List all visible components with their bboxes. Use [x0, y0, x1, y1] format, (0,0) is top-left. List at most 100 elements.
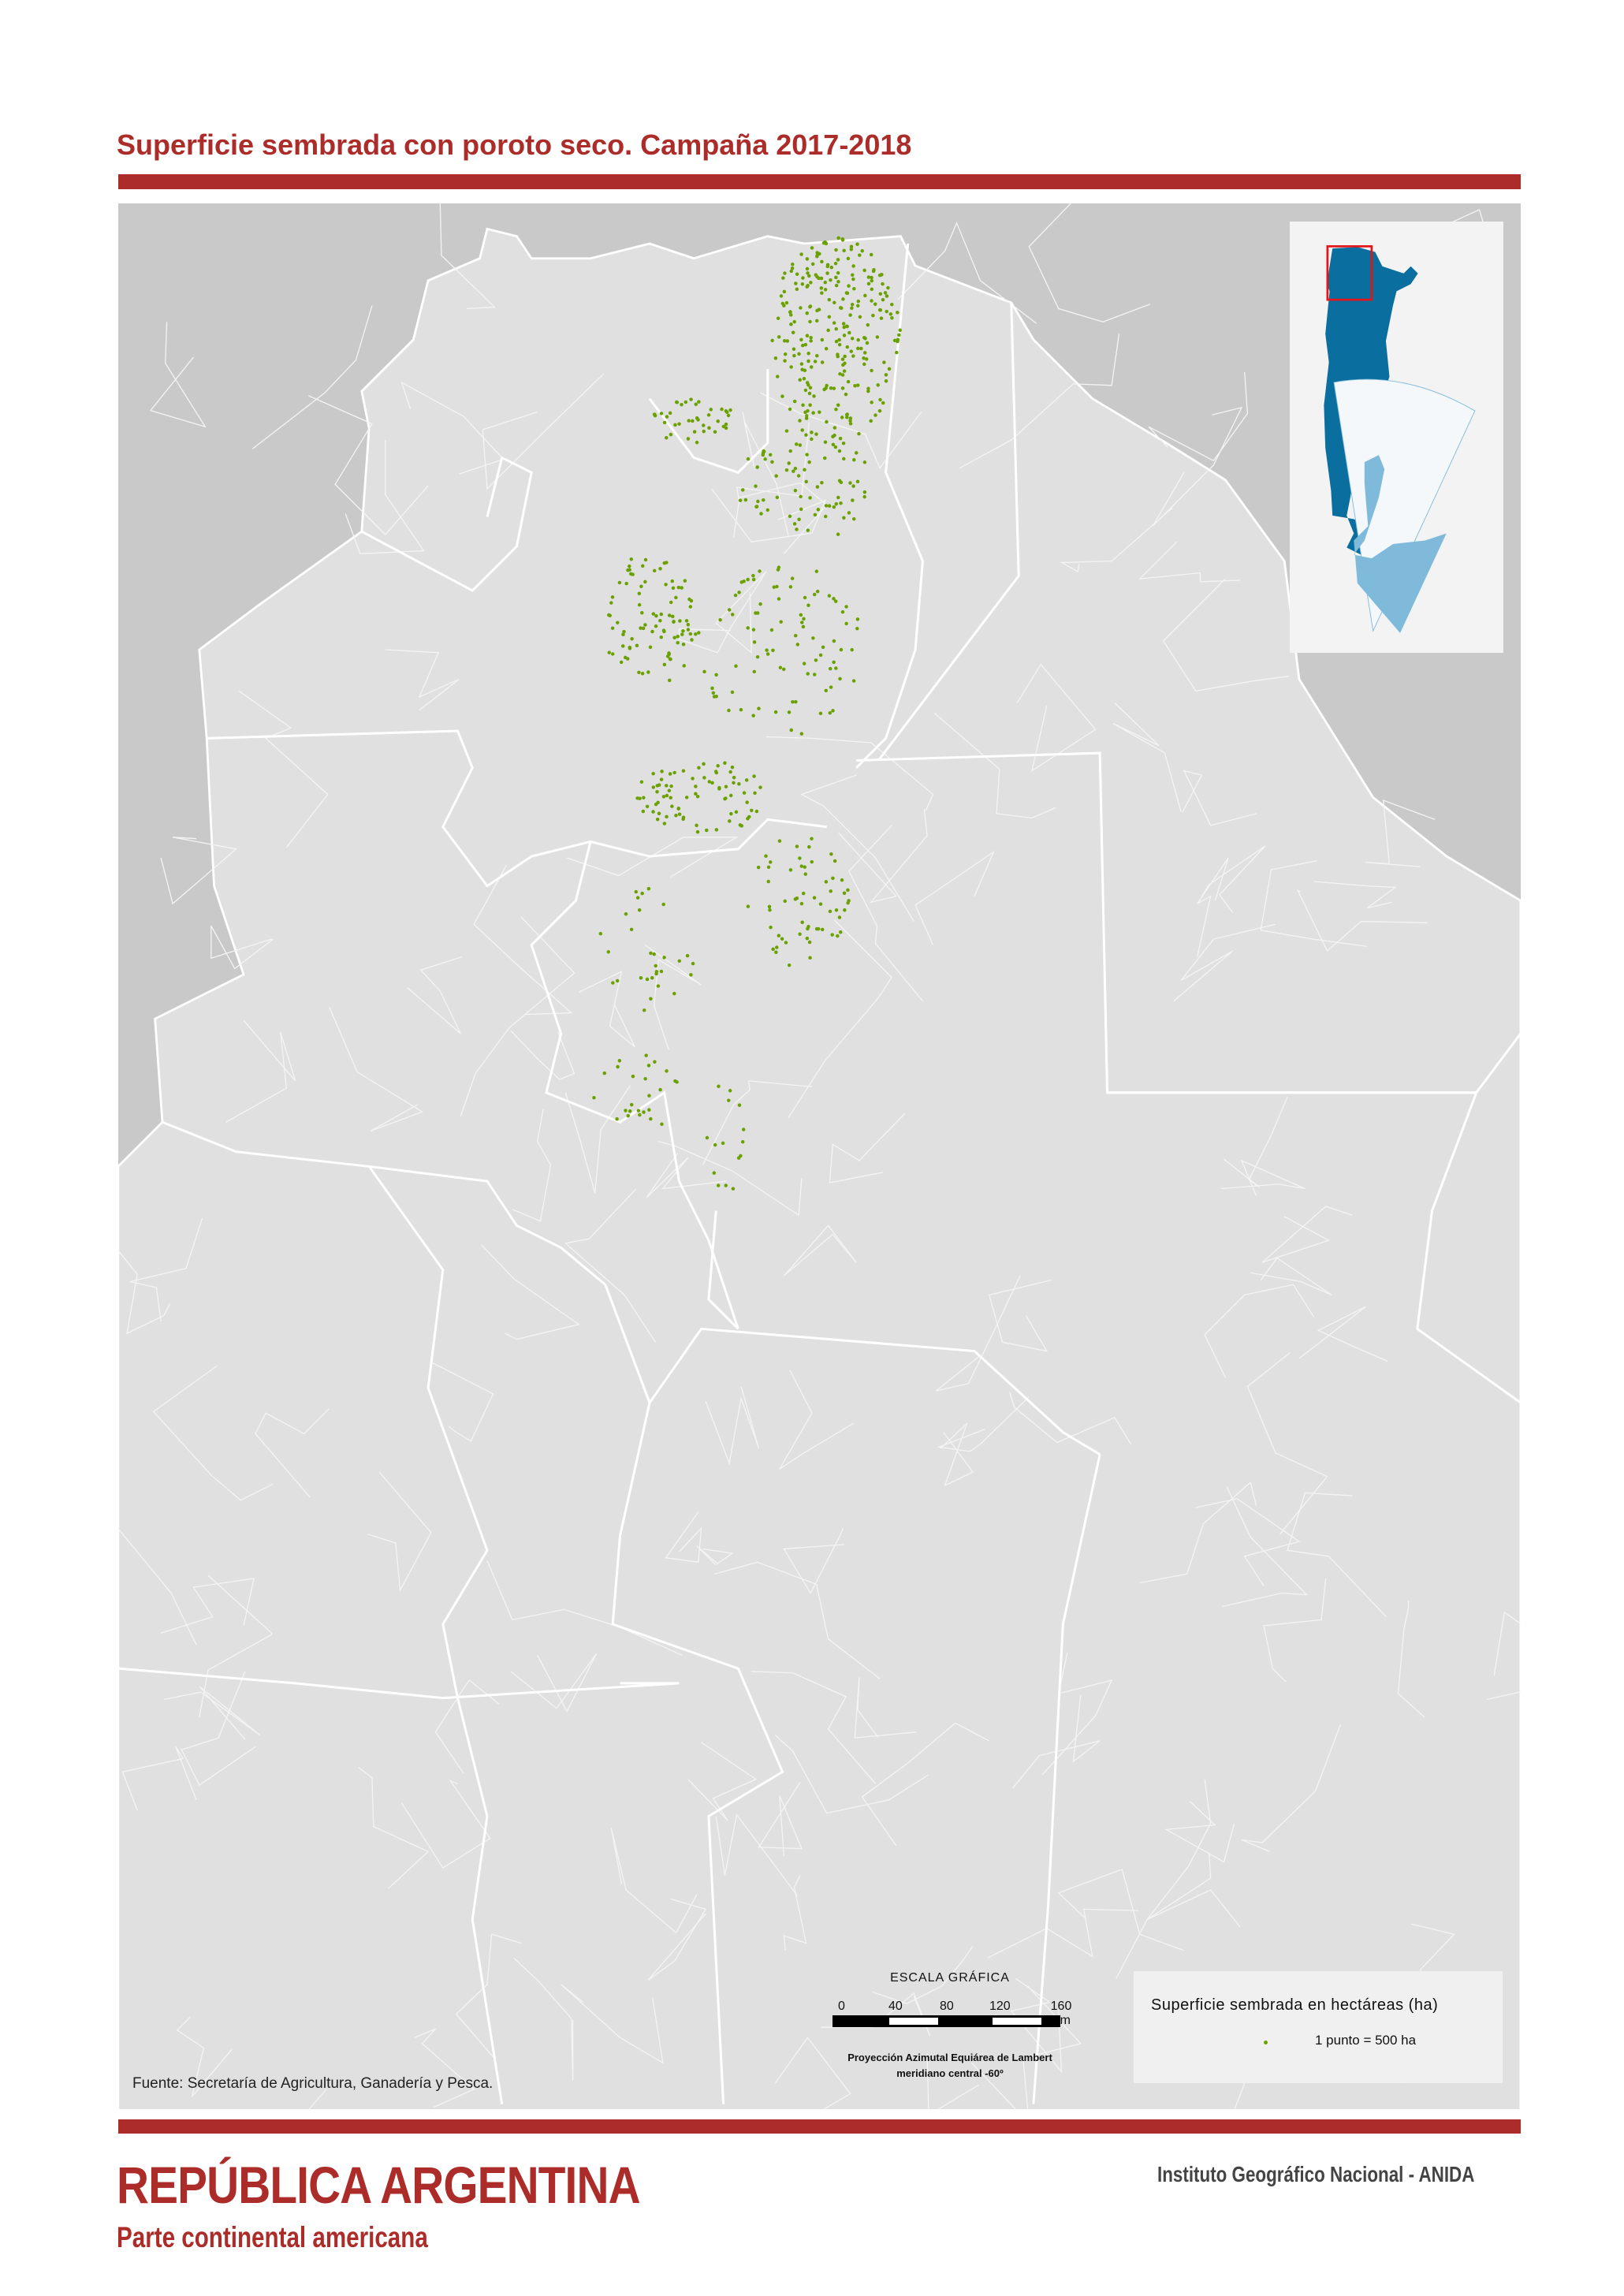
bean-dot	[807, 460, 811, 464]
bean-dot	[818, 711, 823, 716]
bean-dot	[669, 600, 673, 605]
bean-dot	[898, 328, 902, 333]
department-border	[1182, 770, 1257, 826]
bean-dot	[799, 613, 803, 617]
department-border	[564, 1188, 657, 1343]
department-border	[988, 1279, 1052, 1352]
bean-dot	[837, 342, 842, 347]
bean-dot	[653, 412, 657, 417]
bean-dot	[812, 896, 817, 900]
bean-dot	[660, 1122, 664, 1127]
bean-dot	[705, 1135, 710, 1140]
bean-dot	[815, 251, 819, 255]
bean-dot	[850, 337, 855, 341]
locator-box	[1326, 245, 1373, 301]
department-border	[1112, 702, 1182, 813]
bean-dot	[668, 657, 672, 661]
bean-dot	[852, 286, 856, 291]
bean-dot	[789, 269, 794, 274]
bean-dot	[667, 788, 672, 793]
bean-dot	[651, 785, 656, 789]
bean-dot	[611, 981, 615, 985]
bean-dot	[643, 580, 647, 584]
bean-dot	[811, 636, 815, 640]
bean-dot	[751, 714, 755, 718]
bean-dot	[869, 252, 873, 257]
bean-dot	[805, 334, 810, 338]
department-border	[225, 1019, 296, 1123]
department-border	[1250, 1257, 1332, 1295]
bean-dot	[834, 248, 838, 252]
bean-dot	[818, 410, 821, 414]
department-border	[1016, 663, 1097, 772]
bean-dot	[781, 276, 785, 280]
bean-dot	[836, 352, 840, 356]
bean-dot	[710, 781, 714, 785]
bean-dot	[873, 302, 877, 306]
bean-dot	[805, 936, 810, 941]
bean-dot	[681, 628, 685, 633]
bean-dot	[640, 564, 645, 568]
bean-dot	[866, 275, 871, 279]
bean-dot	[812, 592, 817, 597]
bean-dot	[641, 626, 646, 631]
bean-dot	[625, 657, 630, 661]
bean-dot	[823, 514, 828, 519]
bean-dot	[743, 498, 748, 502]
bean-dot	[651, 612, 656, 616]
bean-dot	[730, 613, 735, 617]
bean-dot	[758, 785, 762, 789]
bean-dot	[804, 416, 809, 420]
legend-value: 1 punto = 500 ha	[1315, 2033, 1417, 2048]
department-border	[238, 690, 329, 848]
antarctica-land	[1354, 455, 1447, 633]
bean-dot	[672, 620, 676, 624]
department-border	[705, 1386, 760, 1466]
bean-dot	[796, 474, 801, 478]
bean-dot	[662, 420, 667, 425]
bean-dot	[810, 246, 814, 250]
department-border	[513, 1957, 574, 2081]
bean-dot	[776, 316, 780, 320]
bean-dot	[621, 632, 625, 636]
bean-dot	[851, 679, 856, 683]
department-border	[970, 1985, 1082, 2109]
bean-dot	[811, 411, 815, 415]
department-border	[510, 1653, 598, 1713]
bean-dot	[806, 925, 810, 929]
bean-dot	[865, 341, 870, 345]
bean-dot	[849, 349, 854, 353]
bean-dot	[665, 415, 669, 419]
bean-dot	[810, 262, 815, 266]
bean-dot	[610, 652, 615, 656]
bean-dot	[713, 1142, 717, 1147]
bean-dot	[717, 785, 721, 790]
bean-dot	[806, 672, 810, 676]
bean-dot	[834, 283, 839, 288]
bean-dot	[606, 950, 611, 954]
bean-dot	[833, 599, 838, 603]
bean-dot	[878, 397, 882, 402]
bean-dot	[764, 854, 768, 858]
department-border	[1261, 1206, 1353, 1263]
bean-dot	[712, 1171, 717, 1175]
bean-dot	[777, 565, 781, 569]
department-border	[434, 1679, 500, 1774]
bean-dot	[850, 647, 854, 652]
department-border	[1220, 1159, 1306, 1197]
bean-dot	[598, 931, 603, 936]
bean-dot	[783, 352, 788, 356]
bean-dot	[800, 428, 804, 432]
bean-dot	[825, 271, 829, 275]
bean-dot	[724, 796, 728, 800]
bean-dot	[784, 468, 789, 472]
bean-dot	[817, 276, 821, 281]
bean-dot	[831, 442, 836, 447]
department-border	[149, 322, 207, 428]
bean-dot	[856, 337, 860, 342]
bean-dot	[643, 623, 647, 627]
bean-dot	[725, 410, 729, 415]
bean-dot	[655, 817, 660, 822]
bean-dot	[680, 586, 683, 590]
